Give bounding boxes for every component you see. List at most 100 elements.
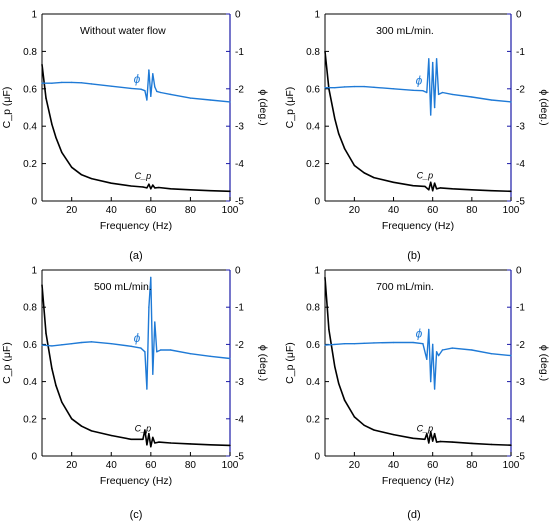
phi-data-point [441, 349, 444, 351]
phi-data-point [422, 89, 424, 92]
y-tick-label: 1 [314, 266, 320, 277]
phi-data-point [412, 341, 414, 344]
cp-series-line [324, 277, 512, 446]
cp-data-point [80, 174, 83, 176]
phi-data-point [431, 343, 434, 346]
x-tick-label: 80 [185, 460, 197, 471]
x-tick-label: 100 [222, 205, 239, 216]
x-tick-label: 20 [66, 460, 78, 471]
x-tick-label: 60 [145, 205, 157, 216]
cp-data-point [152, 184, 154, 186]
phi-data-point [70, 81, 73, 84]
cp-data-point [471, 189, 473, 191]
phi-data-point [412, 89, 414, 91]
y2-tick-label: -3 [235, 122, 244, 133]
y2-tick-label: -4 [235, 159, 244, 170]
y-tick-label: 0.8 [23, 303, 37, 314]
phi-data-point [353, 85, 356, 88]
y-tick-label: 1 [31, 266, 37, 277]
cp-data-point [154, 187, 156, 189]
cp-data-point [209, 444, 211, 446]
y2-tick-label: -1 [516, 47, 525, 58]
y-tick-label: 0.4 [306, 377, 320, 388]
phi-data-point [90, 83, 93, 85]
y-tick-label: 0.8 [306, 303, 320, 314]
y2-tick-label: 0 [235, 10, 241, 21]
phi-data-point [152, 73, 154, 75]
cp-data-point [334, 366, 336, 368]
phi-data-point [160, 349, 162, 351]
cp-data-point [412, 437, 414, 440]
phi-data-point [343, 86, 346, 88]
x-tick-label: 80 [185, 205, 197, 216]
cp-data-point [45, 97, 47, 99]
y2-axis-label: ϕ (deg.) [257, 345, 269, 381]
panel-label: (b) [407, 250, 420, 262]
cp-data-point [41, 284, 43, 286]
phi-data-point [435, 58, 438, 60]
cp-data-point [150, 188, 152, 190]
cp-data-point [439, 440, 442, 443]
phi-data-point [451, 93, 453, 96]
y2-tick-label: 0 [516, 10, 522, 21]
cp-data-point [433, 432, 436, 435]
y2-tick-label: 0 [516, 266, 522, 277]
phi-annotation: ϕ [134, 331, 141, 345]
x-tick-label: 80 [466, 460, 478, 471]
cp-data-point [70, 166, 73, 169]
y-tick-label: 0.4 [23, 377, 37, 388]
phi-data-point [510, 354, 512, 357]
phi-data-point [433, 388, 436, 390]
phi-data-point [189, 353, 192, 355]
cp-data-point [61, 401, 63, 403]
cp-data-point [154, 442, 156, 444]
phi-data-point [144, 89, 146, 92]
y2-tick-label: -2 [516, 84, 525, 95]
cp-data-point [146, 187, 148, 189]
cp-data-point [110, 434, 112, 437]
cp-data-point [229, 444, 231, 447]
phi-data-point [353, 342, 356, 345]
phi-data-point [110, 85, 112, 87]
cp-data-point [373, 429, 375, 431]
cp-data-point [343, 147, 346, 150]
cp-data-point [55, 136, 57, 139]
cp-data-point [373, 176, 375, 179]
y-tick-label: 0.2 [23, 414, 37, 425]
x-axis-label: Frequency (Hz) [382, 475, 454, 487]
cp-data-point [146, 444, 148, 446]
y2-tick-label: -3 [516, 377, 525, 388]
phi-data-point [61, 344, 63, 346]
cp-data-point [55, 384, 57, 387]
cp-data-point [80, 425, 83, 427]
phi-data-point [41, 344, 43, 346]
cp-data-point [90, 430, 93, 432]
phi-data-point [148, 306, 150, 308]
y-axis-label: C_p (μF) [284, 342, 296, 384]
y2-tick-label: -1 [235, 303, 244, 314]
phi-data-point [373, 86, 375, 89]
x-axis-label: Frequency (Hz) [100, 475, 172, 487]
cp-data-point [431, 190, 434, 192]
cp-data-point [130, 185, 132, 187]
phi-data-point [334, 343, 336, 346]
phi-data-point [431, 61, 434, 64]
phi-data-point [209, 355, 211, 358]
cp-data-point [435, 441, 438, 443]
y2-axis-label: ϕ (deg.) [257, 89, 269, 125]
phi-data-point [334, 86, 336, 89]
cp-data-point [433, 182, 436, 184]
phi-data-point [130, 345, 132, 347]
panel-title: 700 mL/min. [376, 281, 434, 293]
phi-data-point [426, 358, 428, 360]
cp-data-point [169, 442, 172, 444]
phi-data-point [169, 93, 172, 96]
cp-data-point [158, 186, 160, 189]
cp-data-point [324, 276, 326, 279]
cp-data-point [424, 438, 426, 440]
phi-data-point [430, 380, 432, 383]
phi-data-point [152, 373, 154, 375]
phi-annotation: ϕ [134, 72, 141, 86]
y2-tick-label: -3 [516, 122, 525, 133]
